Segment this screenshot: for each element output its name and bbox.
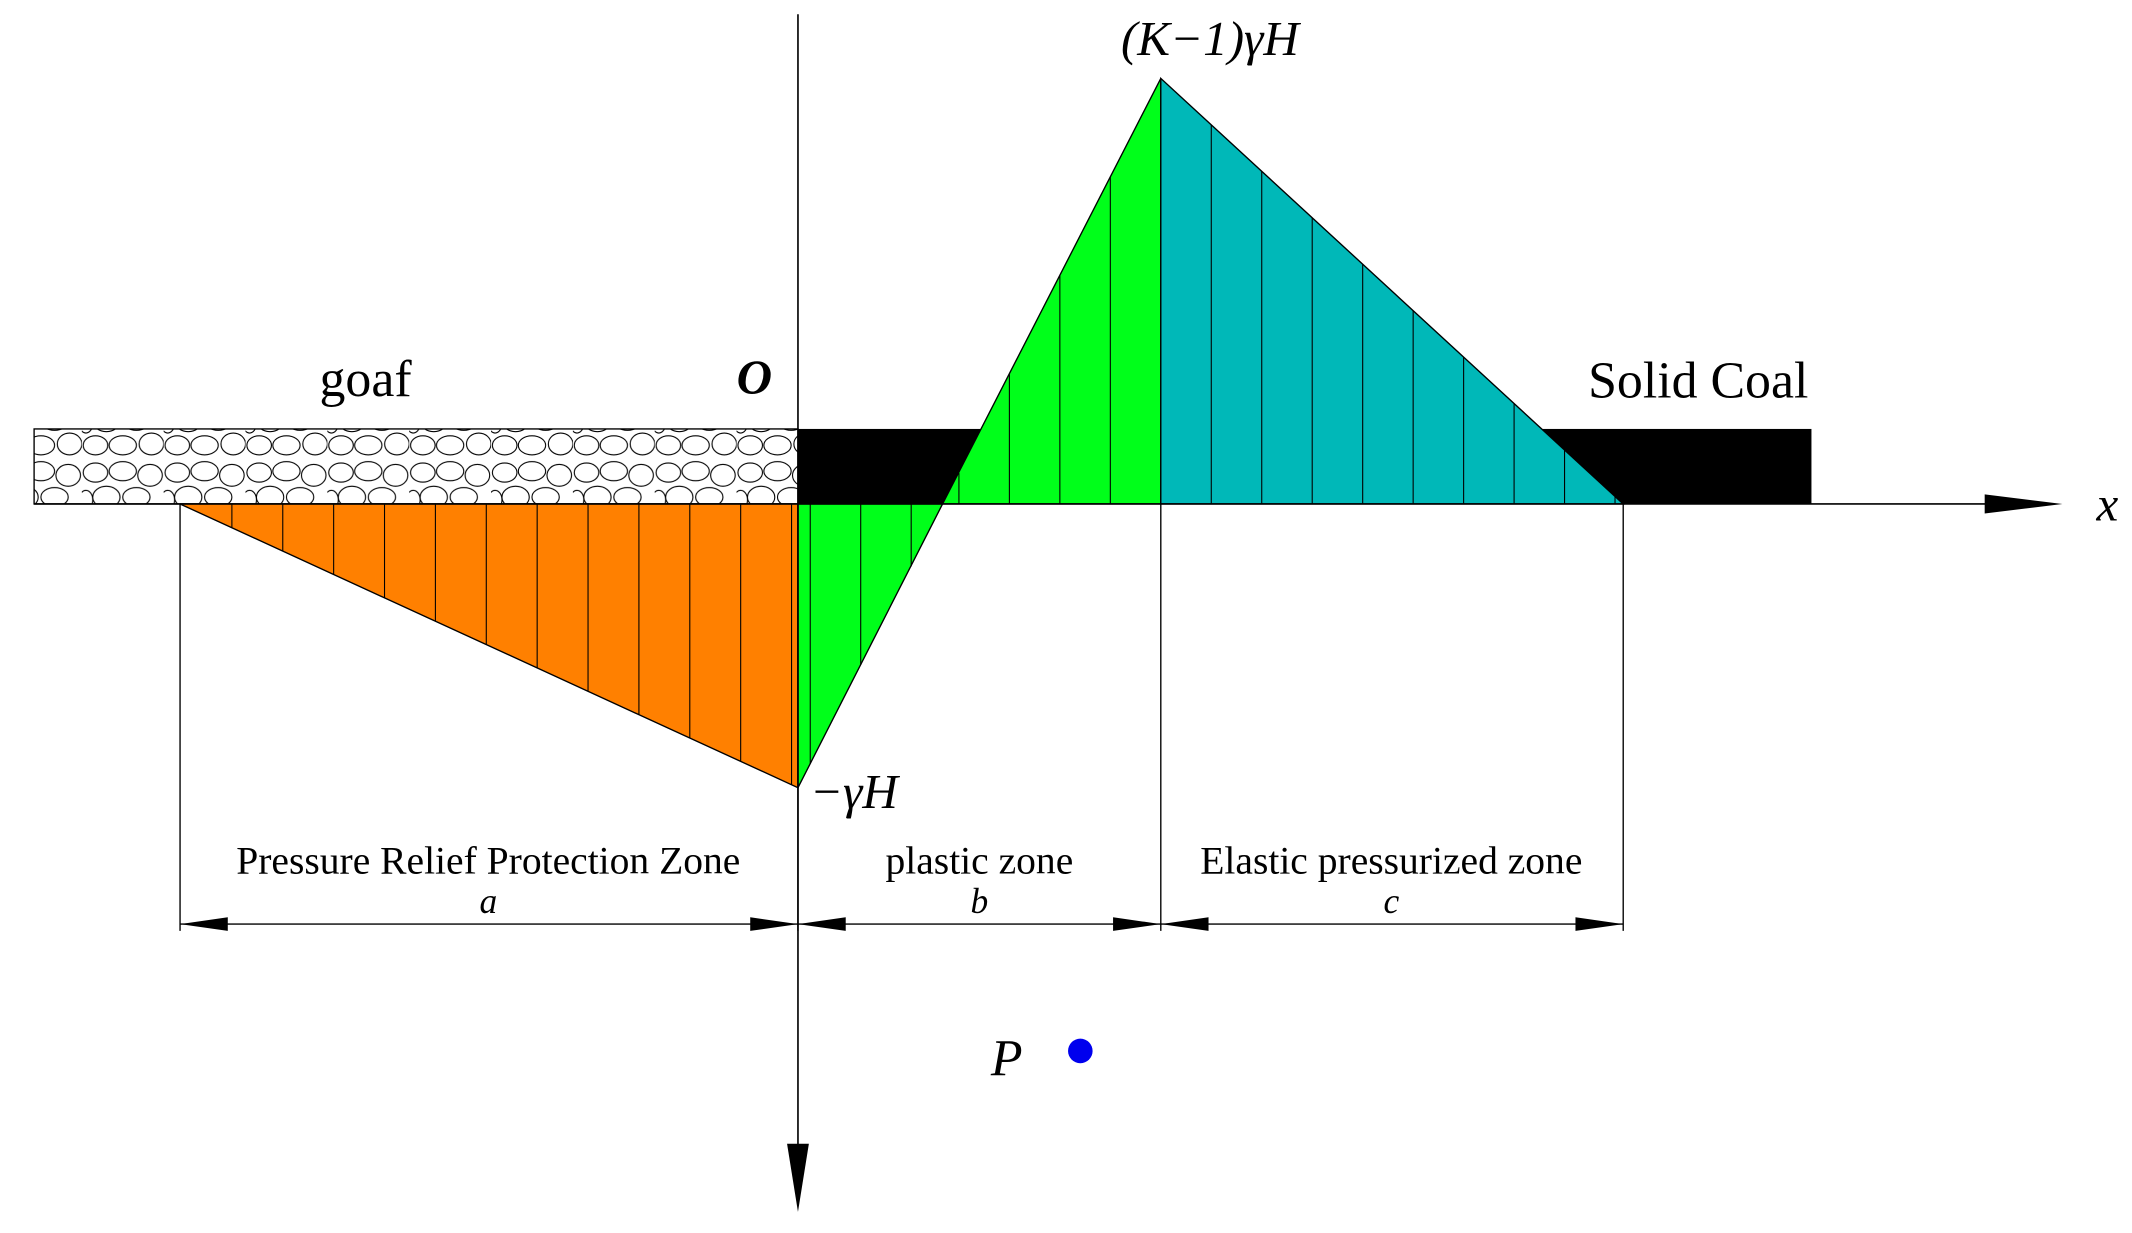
zone-name: plastic zone (885, 839, 1073, 883)
y-arrow (787, 1143, 809, 1212)
plastic-stress-high (941, 78, 1162, 505)
goaf-band (33, 428, 799, 505)
elastic-stress (1160, 76, 1625, 505)
point-p (1068, 1038, 1093, 1064)
relief-stress (179, 503, 799, 789)
zone-name: Elastic pressurized zone (1200, 839, 1582, 883)
origin-label: O (737, 349, 772, 404)
hatching (231, 124, 1616, 785)
plastic-stress-low (797, 503, 944, 788)
peak-label: (K−1)γH (1121, 11, 1301, 66)
zone-symbol: b (971, 881, 989, 921)
goaf-label: goaf (320, 351, 413, 408)
zone-name: Pressure Relief Protection Zone (236, 839, 740, 883)
x-arrow (1984, 494, 2063, 514)
dimension-lines (179, 503, 1624, 931)
point-label: P (990, 1031, 1023, 1088)
trough-label: −γH (810, 764, 900, 819)
x-label: x (2096, 476, 2119, 531)
solid-coal-label: Solid Coal (1588, 353, 1808, 410)
dimension-arrows (180, 917, 1624, 931)
zone-symbol: c (1383, 881, 1399, 921)
zone-symbol: a (479, 881, 497, 921)
